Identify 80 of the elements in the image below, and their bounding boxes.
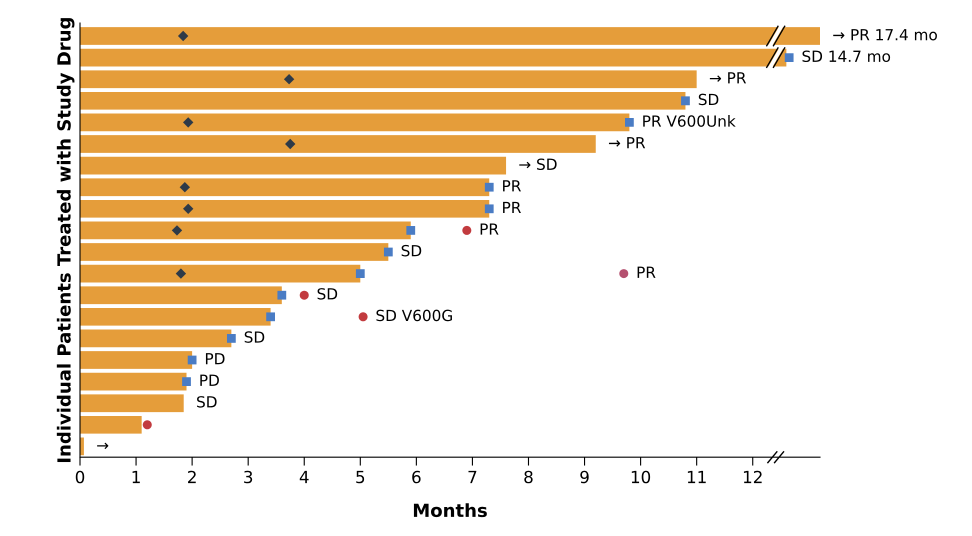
point — [183, 117, 194, 128]
x-axis-title: Months — [414, 503, 487, 518]
x-tick-label: 9 — [580, 470, 589, 484]
bar — [80, 27, 820, 45]
data-label: → — [97, 442, 108, 450]
point — [182, 377, 191, 386]
point — [176, 268, 186, 279]
x-tick-label: 4 — [300, 470, 309, 484]
point — [784, 53, 794, 62]
point — [180, 182, 190, 192]
data-label: SD — [698, 94, 718, 106]
bar — [80, 372, 187, 390]
point — [183, 204, 194, 214]
x-tick-label: 3 — [244, 470, 252, 484]
data-label: → PR 17.4 mo — [833, 29, 937, 40]
data-label: PR — [503, 180, 521, 192]
point — [178, 30, 188, 42]
bar — [80, 48, 786, 66]
data-label: SD 14.7 mo — [802, 50, 890, 62]
data-label: SD — [244, 331, 264, 343]
bar — [80, 92, 686, 110]
point — [484, 204, 494, 214]
data-label: SD — [402, 244, 422, 256]
point — [619, 269, 628, 278]
bar — [80, 394, 184, 412]
x-tick-label: 6 — [412, 470, 421, 484]
data-label: → SD — [519, 158, 557, 170]
data-label: SD — [318, 288, 338, 300]
point — [384, 248, 393, 256]
bar — [80, 243, 388, 261]
data-label: SD V600G — [376, 310, 452, 322]
bar — [80, 114, 630, 132]
x-tick-label: 8 — [524, 470, 533, 484]
point — [300, 290, 309, 300]
data-label: PD — [200, 374, 219, 386]
point — [277, 290, 286, 300]
data-label: → PR — [710, 72, 746, 84]
x-tick-label: 2 — [188, 470, 196, 484]
bar — [80, 438, 84, 456]
bar — [80, 351, 192, 369]
point — [172, 225, 182, 236]
point — [681, 96, 690, 106]
point — [358, 312, 368, 322]
x-tick-label: 0 — [76, 470, 84, 484]
x-tick-label: 5 — [356, 470, 364, 484]
y-axis-title: Individual Patients Treated with Study Drug — [56, 18, 74, 462]
x-tick-label: 7 — [468, 470, 476, 484]
data-label: PD — [206, 353, 225, 364]
bar — [80, 178, 490, 196]
bar — [80, 330, 232, 348]
data-label: → PR — [608, 137, 646, 148]
x-tick-label: 11 — [688, 470, 706, 484]
point — [266, 312, 275, 322]
x-tick-label: 10 — [632, 470, 650, 484]
point — [142, 420, 152, 430]
data-label: SD — [197, 396, 217, 408]
point — [406, 226, 416, 235]
bar — [80, 135, 596, 153]
data-label: PR — [638, 266, 656, 278]
bar — [80, 200, 490, 218]
data-label: PR — [503, 202, 521, 214]
bar — [80, 416, 142, 434]
bar — [80, 156, 506, 174]
point — [284, 74, 294, 84]
point — [188, 356, 197, 364]
data-label: PR V600Unk — [643, 115, 736, 127]
point — [462, 226, 472, 235]
data-label: PR — [480, 223, 499, 235]
bar — [80, 264, 360, 282]
point — [226, 334, 236, 343]
point — [356, 269, 365, 278]
point — [484, 182, 494, 192]
bar — [80, 70, 697, 88]
bar — [80, 222, 411, 240]
x-tick-label: 1 — [132, 470, 140, 484]
bar — [80, 308, 271, 326]
bar — [80, 286, 282, 304]
x-tick-label: 12 — [744, 470, 762, 484]
point — [625, 118, 634, 127]
point — [285, 138, 296, 150]
